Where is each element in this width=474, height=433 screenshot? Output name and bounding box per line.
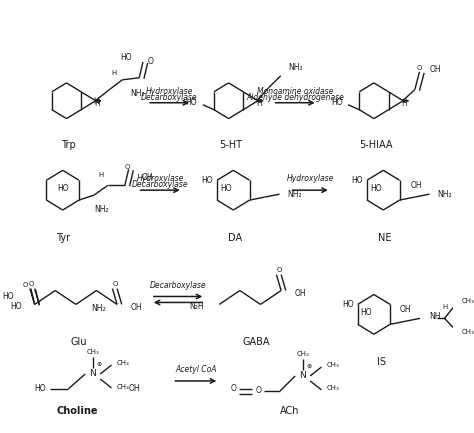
Text: O: O: [23, 281, 28, 288]
Text: NH₂: NH₂: [437, 190, 452, 199]
Text: HO: HO: [185, 98, 197, 107]
Text: GABA: GABA: [243, 337, 271, 347]
Text: OH: OH: [399, 305, 411, 314]
Text: HO: HO: [352, 176, 363, 185]
Text: OH: OH: [128, 385, 140, 394]
Text: N: N: [299, 372, 306, 381]
Text: HO: HO: [331, 98, 342, 107]
Text: 5-HIAA: 5-HIAA: [359, 140, 392, 150]
Text: CH₃: CH₃: [327, 385, 340, 391]
Text: IS: IS: [377, 357, 386, 367]
Text: HO: HO: [342, 300, 354, 309]
Text: NE: NE: [378, 233, 392, 243]
Text: HO: HO: [57, 184, 69, 193]
Text: NH: NH: [429, 312, 441, 321]
Text: O: O: [255, 386, 262, 395]
Text: H: H: [94, 99, 100, 108]
Text: NH₂: NH₂: [91, 304, 106, 313]
Text: CH₃: CH₃: [461, 329, 474, 335]
Text: Hydroxylase: Hydroxylase: [286, 174, 334, 183]
Text: NH₂: NH₂: [288, 63, 303, 72]
Text: H: H: [256, 99, 262, 108]
Text: Decarboxylase: Decarboxylase: [150, 281, 206, 290]
Text: Monoamine oxidase: Monoamine oxidase: [257, 87, 333, 96]
Text: CH₃: CH₃: [117, 360, 130, 366]
Text: HO: HO: [360, 308, 372, 317]
Text: 5-HT: 5-HT: [219, 140, 242, 150]
Text: OH: OH: [294, 289, 306, 298]
Text: Aldehyde dehydrogenase: Aldehyde dehydrogenase: [246, 93, 344, 102]
Text: OH: OH: [130, 303, 142, 312]
Text: Acetyl CoA: Acetyl CoA: [175, 365, 217, 374]
Text: Trp: Trp: [61, 140, 76, 150]
Text: CH₃: CH₃: [296, 351, 309, 357]
Text: HO: HO: [220, 184, 231, 193]
Text: CH₃: CH₃: [117, 384, 130, 390]
Text: HO: HO: [202, 176, 213, 185]
Text: O: O: [417, 65, 422, 71]
Text: NH₂: NH₂: [94, 204, 109, 213]
Text: H: H: [401, 99, 407, 108]
Text: O: O: [28, 281, 34, 287]
Text: H: H: [93, 97, 99, 107]
Text: O: O: [230, 385, 236, 394]
Text: HO: HO: [2, 292, 14, 301]
Text: Glu: Glu: [71, 337, 87, 347]
Text: OH: OH: [430, 65, 441, 74]
Text: ACh: ACh: [280, 406, 299, 416]
Text: N₂H: N₂H: [190, 302, 204, 311]
Text: Hydroxylase: Hydroxylase: [137, 174, 184, 183]
Text: ⊕: ⊕: [97, 362, 102, 367]
Text: HO: HO: [10, 302, 21, 311]
Text: H: H: [111, 70, 117, 76]
Text: O: O: [147, 58, 154, 66]
Text: CH₃: CH₃: [461, 298, 474, 304]
Text: DA: DA: [228, 233, 242, 243]
Text: H: H: [98, 172, 103, 178]
Text: O: O: [276, 267, 282, 273]
Text: CH₃: CH₃: [86, 349, 99, 355]
Text: H: H: [443, 304, 448, 310]
Text: NH₂: NH₂: [287, 190, 301, 199]
Text: OH: OH: [142, 173, 154, 182]
Text: HO: HO: [35, 385, 46, 394]
Text: N: N: [89, 369, 96, 378]
Text: Tyr: Tyr: [55, 233, 70, 243]
Text: HO: HO: [370, 184, 382, 193]
Text: OH: OH: [410, 181, 422, 190]
Text: Hydroxylase: Hydroxylase: [146, 87, 193, 96]
Text: HO: HO: [120, 53, 132, 62]
Text: Decarboxylase: Decarboxylase: [132, 180, 189, 189]
Text: NH₂: NH₂: [130, 89, 145, 98]
Text: ⊕: ⊕: [307, 364, 312, 369]
Text: CH₃: CH₃: [327, 362, 340, 368]
Text: O: O: [125, 164, 130, 170]
Text: Choline: Choline: [57, 406, 99, 416]
Text: O: O: [112, 281, 118, 287]
Text: Decarboxylase: Decarboxylase: [141, 93, 198, 102]
